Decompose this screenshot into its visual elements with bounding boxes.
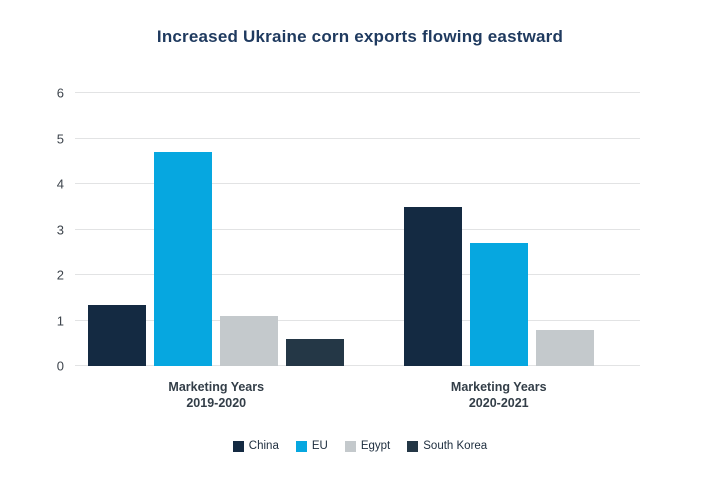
x-axis-label-line: 2019-2020 [186,396,247,410]
legend-swatch-south-korea [407,441,419,453]
gridline-6 [75,92,640,93]
x-axis: Marketing Years 2019-2020 Marketing Years 2… [75,379,640,411]
bar-south-korea-group-1 [286,338,345,366]
legend-item-egypt: Egypt [344,440,391,453]
y-tick-label-4: 4 [56,176,64,192]
bar-eu-group-1 [154,152,213,366]
legend-swatch-egypt [344,441,356,453]
legend-item-eu: EU [295,440,328,453]
y-tick-label-6: 6 [56,85,64,101]
y-tick-label-5: 5 [56,131,64,146]
legend-label-china: China [248,440,279,452]
legend-swatch-eu [295,441,307,453]
bar-eu-group-2 [469,243,528,366]
plot-area [75,92,640,366]
x-axis-label-line: Marketing Years [168,380,265,394]
bar-china-group-1 [88,304,147,366]
y-tick-label-2: 2 [56,267,64,283]
gridline-5 [75,137,640,139]
legend-item-south-korea: South Korea [407,440,488,453]
chart-title: Increased Ukraine corn exports flowing e… [156,27,564,46]
bar-group-2 [358,93,641,366]
legend-item-china: China [232,440,279,453]
bar-egypt-group-1 [220,315,279,366]
legend-label-egypt: Egypt [360,440,391,452]
legend-swatch-china [232,441,244,453]
gridline-3 [75,228,640,230]
bar-china-group-2 [403,206,462,366]
gridline-4 [75,183,640,184]
gridline-0 [75,365,640,366]
bar-egypt-group-2 [535,329,594,366]
y-tick-label-1: 1 [56,313,64,328]
gridline-2 [75,274,640,275]
gridline-1 [75,319,640,321]
legend: China EU Egypt South Korea [0,440,720,453]
x-axis-label-1: Marketing Years 2019-2020 [75,379,358,411]
bar-groups [75,93,640,366]
legend-label-eu: EU [311,440,328,452]
bar-group-1 [75,93,358,366]
legend-label-south-korea: South Korea [423,440,488,452]
y-tick-label-0: 0 [56,358,64,374]
x-axis-label-line: 2020-2021 [468,396,529,410]
x-axis-label-2: Marketing Years 2020-2021 [358,379,641,411]
y-axis: 0 1 2 3 4 5 6 [38,87,64,373]
y-tick-label-3: 3 [56,222,64,237]
x-axis-label-line: Marketing Years [450,380,547,394]
